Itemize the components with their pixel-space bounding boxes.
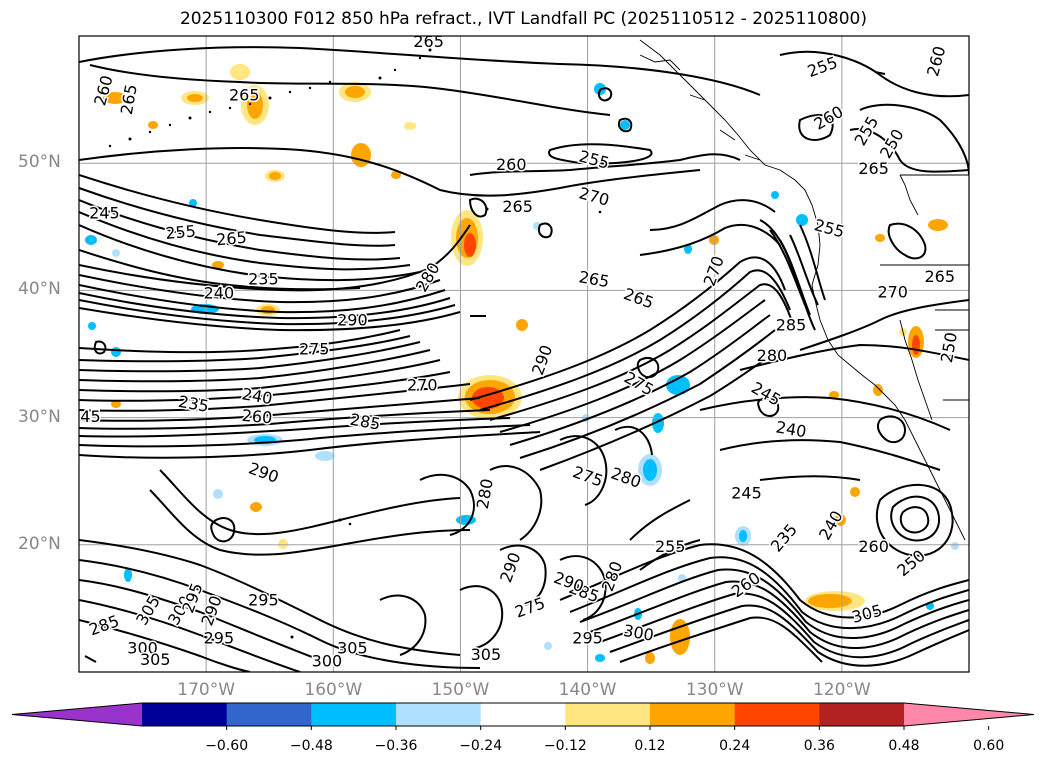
colorbar-tick-label-6: 0.24 [719, 738, 751, 754]
contour-label-37: 260 [241, 406, 273, 428]
contour-label-8: 250 [876, 126, 908, 162]
shading-layer [85, 64, 959, 664]
contour-label-13: 265 [502, 197, 533, 216]
colorbar-segment-2 [311, 703, 397, 726]
colorbar-segment-0 [142, 703, 228, 726]
contour-label-32: 270 [407, 375, 438, 394]
contour-label-12: 270 [577, 183, 611, 209]
contour-label-24: 290 [337, 310, 368, 329]
colorbar-tick-label-2: −0.36 [374, 738, 418, 754]
colorbar-segment-5 [565, 703, 651, 726]
contour-label-68: 305 [140, 650, 171, 669]
colorbar-segment-3 [396, 703, 482, 726]
contour-label-29: 280 [757, 346, 788, 365]
colorbar-extend-high [904, 703, 1034, 726]
contour-label-47: 255 [655, 537, 686, 556]
contour-label-21: 265 [621, 284, 656, 312]
contour-label-20: 265 [577, 267, 610, 291]
colorbar-tick-label-9: 0.60 [973, 738, 1005, 754]
contour-label-66: 300 [127, 639, 158, 658]
contour-label-42: 275 [570, 462, 605, 490]
colorbar-tick-label-7: 0.36 [803, 738, 835, 754]
contour-label-36: 240 [240, 384, 273, 408]
lon-label-3: 140°W [558, 680, 617, 700]
contour-label-31: 290 [528, 342, 556, 377]
contour-label-38: 245 [70, 407, 101, 426]
colorbar-tick-label-3: −0.24 [459, 738, 503, 754]
contour-label-67: 295 [204, 628, 235, 647]
colorbar-tick-label-8: 0.48 [888, 738, 920, 754]
contour-label-27: 250 [937, 331, 961, 364]
contour-label-65: 285 [86, 611, 121, 639]
lat-label-0: 50°N [18, 152, 61, 173]
contour-label-39: 285 [349, 410, 382, 434]
contour-label-71: 305 [471, 645, 502, 664]
contour-label-25: 270 [877, 282, 908, 301]
gridlines [79, 36, 969, 672]
map-frame [78, 35, 970, 673]
contour-label-56: 300 [622, 621, 655, 645]
contour-label-4: 255 [805, 53, 840, 81]
lon-label-0: 170°W [177, 680, 236, 700]
contour-label-7: 255 [851, 113, 883, 149]
contour-label-30: 275 [299, 340, 330, 359]
contour-label-51: 280 [598, 559, 626, 594]
lon-label-4: 130°W [685, 680, 744, 700]
contour-label-55: 295 [572, 628, 603, 647]
colorbar [11, 702, 1035, 730]
contour-label-10: 260 [496, 155, 527, 174]
lon-label-2: 150°W [431, 680, 490, 700]
contour-label-69: 305 [337, 639, 368, 658]
contour-label-6: 260 [811, 102, 847, 134]
contour-label-58: 260 [858, 537, 889, 556]
colorbar-outline [11, 702, 1035, 727]
islands [108, 48, 602, 639]
contour-label-22: 270 [700, 253, 728, 288]
contour-label-23: 280 [412, 259, 444, 295]
contour-label-5: 260 [923, 44, 949, 78]
contour-label-26: 265 [924, 267, 955, 286]
colorbar-tick-label-1: −0.48 [289, 738, 333, 754]
contour-label-28: 285 [776, 316, 807, 335]
contour-label-64: 295 [248, 590, 279, 609]
contour-label-48: 235 [767, 520, 801, 556]
contour-label-2: 265 [229, 85, 260, 104]
contour-label-14: 245 [89, 204, 120, 223]
lat-label-3: 20°N [18, 533, 61, 554]
contour-label-53: 290 [551, 568, 586, 596]
contour-label-70: 300 [312, 651, 343, 670]
contour-lines [79, 46, 969, 672]
contour-label-54: 275 [512, 593, 547, 621]
colorbar-segment-7 [734, 703, 820, 726]
colorbar-tick-label-4: −0.12 [543, 738, 587, 754]
contour-label-16: 265 [215, 228, 247, 250]
lon-label-5: 120°W [812, 680, 871, 700]
contour-label-45: 245 [731, 483, 762, 502]
contour-label-41: 290 [246, 458, 281, 486]
contour-label-50: 290 [496, 550, 524, 585]
map-title: 2025110300 F012 850 hPa refract., IVT La… [179, 9, 867, 29]
contour-label-40: 240 [774, 417, 807, 441]
coastlines [639, 39, 969, 541]
colorbar-segment-1 [226, 703, 312, 726]
colorbar-extend-low [12, 703, 142, 726]
colorbar-tick-label-0: −0.60 [205, 738, 249, 754]
colorbar-segment-8 [819, 703, 905, 726]
colorbar-tick-label-5: 0.12 [634, 738, 666, 754]
contour-label-18: 235 [248, 270, 279, 289]
contour-label-9: 265 [858, 159, 889, 178]
colorbar-segment-4 [480, 703, 566, 726]
colorbar-segment-6 [650, 703, 736, 726]
lon-label-1: 160°W [304, 680, 363, 700]
contour-label-1: 265 [117, 83, 141, 116]
contour-label-19: 240 [204, 284, 235, 303]
lat-label-1: 40°N [18, 279, 61, 300]
contour-label-44: 280 [473, 477, 497, 510]
contour-label-15: 255 [165, 221, 197, 243]
contour-label-3: 265 [413, 32, 444, 51]
lat-label-2: 30°N [18, 406, 61, 427]
contour-label-35: 235 [177, 392, 210, 416]
